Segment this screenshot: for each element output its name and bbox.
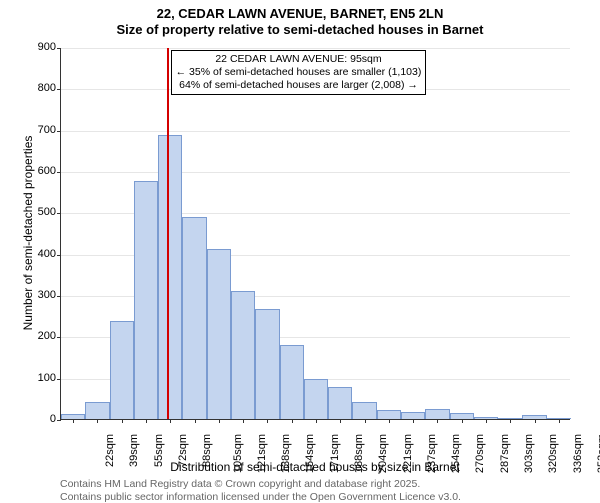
y-tick-label: 400	[16, 248, 56, 260]
x-tick-mark	[195, 419, 196, 423]
chart-title-line2: Size of property relative to semi-detach…	[0, 22, 600, 38]
footer-line2: Contains public sector information licen…	[60, 491, 461, 503]
chart-area: 010020030040050060070080090022sqm39sqm55…	[60, 48, 570, 420]
gridline	[61, 48, 570, 49]
x-tick-mark	[389, 419, 390, 423]
histogram-bar	[255, 309, 279, 419]
histogram-bar	[328, 387, 352, 419]
y-axis-label: Number of semi-detached properties	[21, 113, 35, 353]
histogram-bar	[207, 249, 231, 419]
x-tick-mark	[219, 419, 220, 423]
y-tick-label: 200	[16, 330, 56, 342]
x-tick-mark	[267, 419, 268, 423]
histogram-bar	[134, 181, 158, 419]
y-tick-mark	[57, 255, 61, 256]
histogram-bar	[377, 410, 401, 419]
y-tick-label: 600	[16, 165, 56, 177]
x-tick-mark	[413, 419, 414, 423]
y-tick-mark	[57, 420, 61, 421]
x-tick-mark	[122, 419, 123, 423]
y-tick-mark	[57, 213, 61, 214]
y-tick-label: 0	[16, 413, 56, 425]
y-tick-label: 300	[16, 289, 56, 301]
footer-line1: Contains HM Land Registry data © Crown c…	[60, 478, 461, 491]
x-tick-mark	[365, 419, 366, 423]
histogram-bar	[85, 402, 109, 419]
x-tick-mark	[510, 419, 511, 423]
footer-note: Contains HM Land Registry data © Crown c…	[60, 478, 461, 503]
histogram-bar	[280, 345, 304, 419]
histogram-bar	[425, 409, 449, 419]
reference-line	[167, 48, 169, 419]
x-tick-mark	[73, 419, 74, 423]
y-tick-label: 800	[16, 82, 56, 94]
x-tick-mark	[486, 419, 487, 423]
y-tick-mark	[57, 48, 61, 49]
annotation-box: 22 CEDAR LAWN AVENUE: 95sqm← 35% of semi…	[171, 50, 427, 95]
gridline	[61, 131, 570, 132]
annotation-line: 22 CEDAR LAWN AVENUE: 95sqm	[176, 53, 422, 66]
y-tick-mark	[57, 89, 61, 90]
x-tick-label: 353sqm	[596, 434, 600, 473]
y-tick-label: 100	[16, 372, 56, 384]
y-tick-mark	[57, 379, 61, 380]
x-tick-mark	[559, 419, 560, 423]
plot-region: 010020030040050060070080090022sqm39sqm55…	[60, 48, 570, 420]
x-tick-mark	[292, 419, 293, 423]
y-tick-label: 700	[16, 124, 56, 136]
histogram-bar	[304, 379, 328, 420]
histogram-bar	[352, 402, 376, 419]
x-tick-mark	[243, 419, 244, 423]
x-tick-mark	[462, 419, 463, 423]
x-tick-mark	[316, 419, 317, 423]
x-tick-label: 336sqm	[572, 434, 584, 473]
y-tick-mark	[57, 172, 61, 173]
y-tick-mark	[57, 131, 61, 132]
histogram-bar	[158, 135, 182, 419]
annotation-line: ← 35% of semi-detached houses are smalle…	[176, 66, 422, 79]
x-tick-mark	[146, 419, 147, 423]
histogram-bar	[110, 321, 134, 419]
y-tick-label: 500	[16, 206, 56, 218]
histogram-bar	[231, 291, 255, 419]
x-axis-label: Distribution of semi-detached houses by …	[60, 460, 570, 474]
chart-title-line1: 22, CEDAR LAWN AVENUE, BARNET, EN5 2LN	[0, 6, 600, 22]
y-tick-mark	[57, 337, 61, 338]
x-tick-mark	[340, 419, 341, 423]
histogram-bar	[182, 217, 206, 419]
histogram-bar	[401, 412, 425, 419]
y-tick-label: 900	[16, 41, 56, 53]
chart-title-block: 22, CEDAR LAWN AVENUE, BARNET, EN5 2LN S…	[0, 0, 600, 39]
x-tick-mark	[437, 419, 438, 423]
gridline	[61, 172, 570, 173]
x-tick-mark	[170, 419, 171, 423]
y-tick-mark	[57, 296, 61, 297]
x-tick-mark	[97, 419, 98, 423]
x-tick-mark	[535, 419, 536, 423]
annotation-line: 64% of semi-detached houses are larger (…	[176, 79, 422, 92]
